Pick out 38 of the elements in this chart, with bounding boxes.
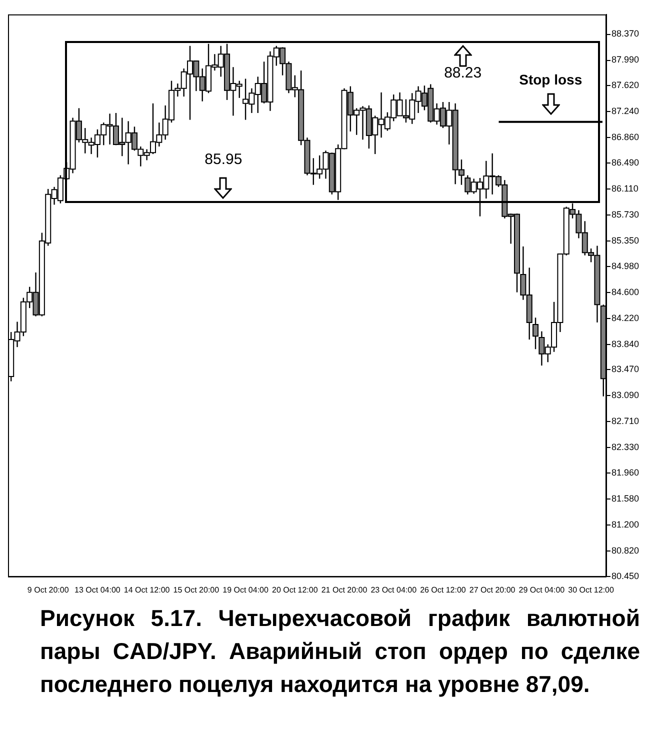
x-tick-label: 27 Oct 20:00 bbox=[469, 585, 516, 594]
y-tick-label: 81.960 bbox=[611, 468, 640, 478]
y-tick-label: 85.730 bbox=[611, 209, 640, 220]
y-tick-label: 85.350 bbox=[611, 235, 640, 246]
y-tick-label: 88.370 bbox=[611, 28, 640, 39]
y-tick-label: 80.820 bbox=[611, 546, 640, 556]
y-tick-label: 83.840 bbox=[611, 338, 640, 349]
x-tick-label: 26 Oct 12:00 bbox=[420, 585, 466, 594]
x-tick-label: 20 Oct 12:00 bbox=[272, 585, 318, 594]
y-tick-label: 81.580 bbox=[611, 494, 640, 504]
y-tick-label: 86.860 bbox=[611, 132, 640, 142]
x-tick-label: 21 Oct 20:00 bbox=[321, 585, 368, 594]
annotation: 85.95 bbox=[204, 151, 242, 168]
y-tick-label: 84.980 bbox=[611, 260, 640, 271]
y-tick-label: 83.090 bbox=[611, 390, 640, 400]
x-tick-label: 29 Oct 04:00 bbox=[518, 585, 566, 594]
y-tick-label: 86.490 bbox=[611, 157, 640, 168]
y-tick-label: 84.600 bbox=[611, 286, 640, 297]
y-tick-label: 80.450 bbox=[611, 570, 640, 581]
y-tick-label: 83.470 bbox=[611, 364, 640, 374]
y-tick-label: 84.220 bbox=[611, 312, 640, 323]
y-tick-label: 87.620 bbox=[611, 80, 640, 90]
y-tick-label: 87.240 bbox=[611, 106, 640, 116]
x-tick-label: 30 Oct 12:00 bbox=[568, 585, 614, 594]
y-tick-label: 87.990 bbox=[611, 54, 640, 65]
x-tick-label: 14 Oct 12:00 bbox=[124, 585, 170, 594]
x-tick-label: 15 Oct 20:00 bbox=[173, 585, 220, 594]
x-tick-label: 9 Oct 20:00 bbox=[27, 585, 70, 594]
y-tick-label: 82.330 bbox=[611, 442, 640, 452]
x-tick-label: 13 Oct 04:00 bbox=[74, 585, 121, 594]
y-tick-label: 82.710 bbox=[611, 416, 640, 426]
ref-line-label: Stop loss bbox=[519, 72, 582, 88]
text: Рисунок 5.17. Четырехчасовой график валютной пары CAD/JPY. Аварийный стоп ордер по сделке последнего поцелуя находится на уровне 87,09. bbox=[39, 604, 641, 699]
y-tick-label: 86.110 bbox=[611, 183, 638, 194]
x-tick-label: 19 Oct 04:00 bbox=[222, 585, 269, 594]
annotation: 88.23 bbox=[444, 64, 482, 82]
x-tick-label: 23 Oct 04:00 bbox=[370, 585, 418, 594]
y-tick-label: 81.200 bbox=[611, 520, 640, 530]
